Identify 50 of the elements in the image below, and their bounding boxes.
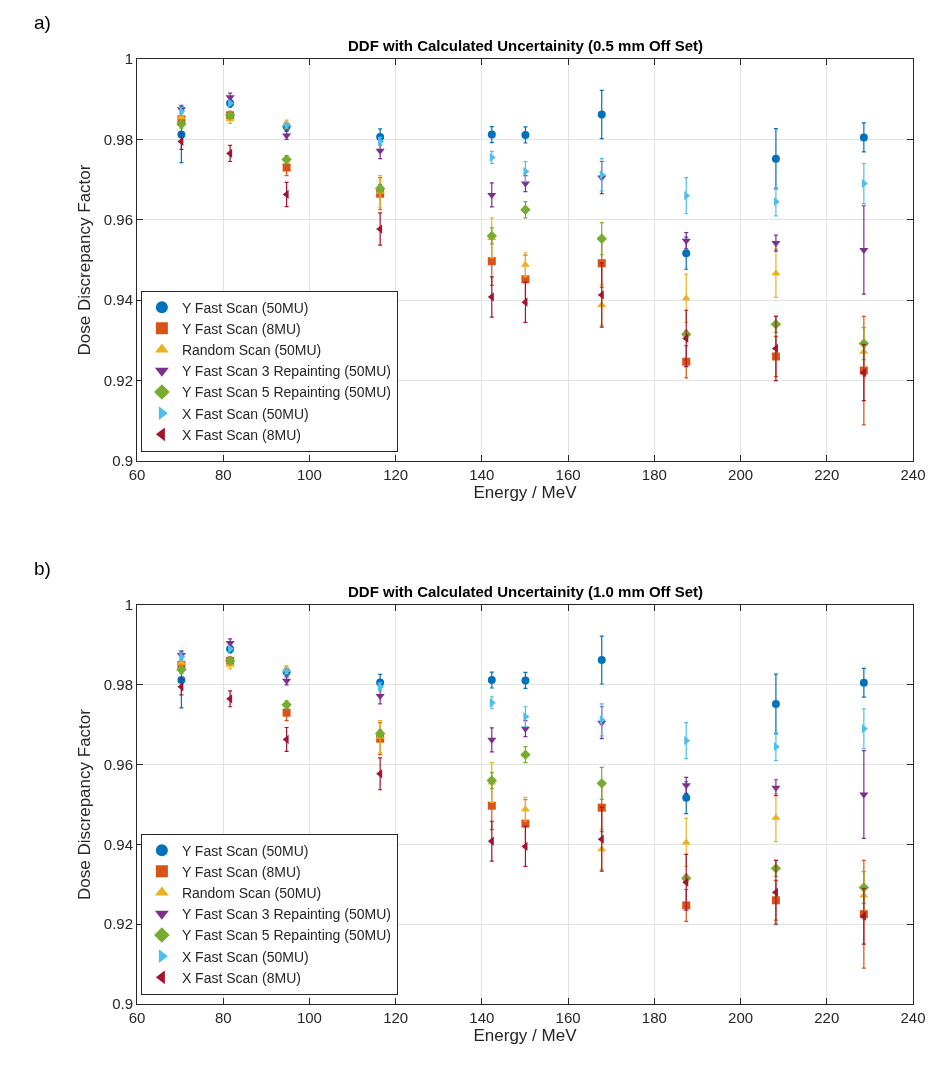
y-tick-label: 0.98 — [103, 130, 133, 148]
x-tick-label: 180 — [641, 1009, 667, 1026]
x-tick-label: 100 — [296, 466, 322, 483]
chart-title: DDF with Calculated Uncertainity (1.0 mm Off Set) — [348, 583, 704, 600]
legend-label: X Fast Scan (8MU) — [181, 969, 301, 986]
legend-label: Y Fast Scan (8MU) — [181, 863, 301, 880]
y-axis-title: Dose Discrepancy Factor — [75, 164, 95, 356]
legend-label: Y Fast Scan 5 Repainting (50MU) — [181, 927, 391, 944]
x-tick-label: 220 — [814, 466, 840, 483]
x-tick-label: 140 — [469, 1009, 495, 1026]
legend-label: Random Scan (50MU) — [181, 342, 322, 359]
y-tick-label: 0.94 — [103, 835, 133, 853]
x-tick-label: 240 — [900, 1009, 926, 1026]
text: a) — [34, 12, 51, 33]
legend-label: Y Fast Scan 3 Repainting (50MU) — [181, 906, 391, 923]
x-axis-title: Energy / MeV — [473, 483, 578, 503]
x-tick-label: 120 — [383, 466, 409, 483]
chart-title: DDF with Calculated Uncertainity (0.5 mm Off Set) — [348, 37, 704, 54]
x-tick-label: 200 — [728, 1009, 754, 1026]
legend-label: Y Fast Scan (50MU) — [181, 299, 309, 316]
x-tick-label: 100 — [296, 1009, 322, 1026]
y-tick-label: 0.92 — [103, 915, 133, 933]
x-tick-label: 180 — [641, 466, 667, 483]
y-tick-label: 0.94 — [103, 291, 133, 309]
y-tick-label: 0.98 — [103, 676, 133, 694]
x-tick-label: 160 — [555, 1009, 581, 1026]
x-tick-label: 160 — [555, 466, 581, 483]
y-tick-label: 0.96 — [103, 755, 133, 773]
x-axis-title: Energy / MeV — [473, 1026, 578, 1046]
text: b) — [34, 558, 51, 579]
y-tick-label: 0.92 — [103, 371, 133, 389]
x-tick-label: 120 — [383, 1009, 409, 1026]
legend-label: X Fast Scan (50MU) — [181, 948, 309, 965]
y-axis-title: Dose Discrepancy Factor — [75, 708, 95, 900]
x-tick-label: 200 — [728, 466, 754, 483]
x-tick-label: 140 — [469, 466, 495, 483]
y-tick-label: 1 — [124, 596, 133, 614]
y-tick-label: 1 — [124, 50, 133, 68]
legend-label: Y Fast Scan (50MU) — [181, 842, 309, 859]
legend-label: X Fast Scan (8MU) — [181, 426, 301, 443]
x-tick-label: 80 — [214, 466, 232, 483]
x-tick-label: 240 — [900, 466, 926, 483]
x-tick-label: 220 — [814, 1009, 840, 1026]
legend-label: Y Fast Scan 5 Repainting (50MU) — [181, 384, 391, 401]
legend-label: Y Fast Scan 3 Repainting (50MU) — [181, 363, 391, 380]
y-tick-label: 0.96 — [103, 211, 133, 229]
legend-label: Random Scan (50MU) — [181, 885, 322, 902]
x-tick-label: 80 — [214, 1009, 232, 1026]
legend-label: X Fast Scan (50MU) — [181, 405, 309, 422]
legend-label: Y Fast Scan (8MU) — [181, 320, 301, 337]
